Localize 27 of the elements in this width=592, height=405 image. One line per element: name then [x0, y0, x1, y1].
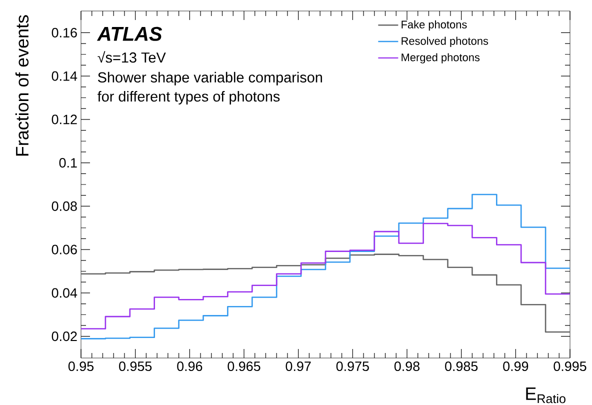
y-axis-title: Fraction of events — [15, 15, 29, 156]
y-tick-label: 0.14 — [52, 71, 78, 81]
annotation: ATLAS — [96, 26, 162, 41]
x-tick-label: 0.97 — [286, 362, 311, 372]
x-axis-title: E$_{Ratio}$ — [526, 388, 566, 404]
y-tick-label: 0.12 — [52, 114, 77, 124]
y-tick-label: 0.02 — [52, 332, 77, 342]
legend-label: Resolved photons — [402, 36, 488, 48]
x-tick-label: 0.99 — [503, 362, 528, 372]
x-tick-label: 0.975 — [336, 362, 369, 372]
annotation: for different types of photons — [98, 91, 280, 104]
annotation: √s=13 TeV — [98, 51, 166, 63]
x-tick-label: 0.955 — [119, 362, 152, 372]
x-tick-label: 0.95 — [68, 362, 94, 372]
legend-label: Fake photons — [402, 20, 467, 31]
annotation: Shower shape variable comparison — [98, 72, 322, 86]
x-tick-label: 0.965 — [228, 362, 260, 372]
x-tick-label: 0.98 — [394, 362, 420, 372]
x-tick-label: 0.985 — [445, 362, 478, 372]
y-tick-label: 0.08 — [52, 201, 77, 211]
y-tick-label: 0.1 — [59, 158, 77, 168]
y-tick-label: 0.06 — [52, 244, 77, 254]
legend-label: Merged photons — [402, 53, 480, 64]
y-tick-label: 0.04 — [52, 288, 78, 298]
y-tick-label: 0.16 — [52, 28, 77, 38]
x-tick-label: 0.96 — [177, 362, 202, 372]
x-tick-label: 0.995 — [554, 362, 586, 372]
